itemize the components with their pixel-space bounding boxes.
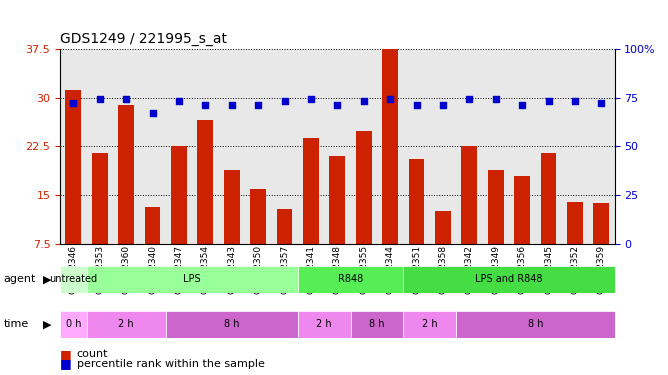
Text: R848: R848 — [338, 274, 363, 284]
Text: ▶: ▶ — [43, 320, 52, 329]
Text: untreated: untreated — [49, 274, 98, 284]
FancyBboxPatch shape — [298, 311, 351, 338]
Text: 0 h: 0 h — [65, 320, 81, 329]
Text: ▶: ▶ — [43, 274, 52, 284]
FancyBboxPatch shape — [166, 311, 298, 338]
Point — [147, 110, 158, 116]
Bar — [462, 146, 477, 244]
FancyBboxPatch shape — [456, 311, 615, 338]
Bar — [118, 105, 134, 244]
Point — [490, 96, 501, 102]
FancyBboxPatch shape — [87, 266, 298, 292]
Bar — [65, 90, 81, 244]
Text: percentile rank within the sample: percentile rank within the sample — [77, 359, 265, 369]
Bar — [144, 207, 160, 244]
FancyBboxPatch shape — [87, 311, 166, 338]
FancyBboxPatch shape — [403, 266, 615, 292]
Bar — [277, 209, 293, 244]
Bar — [435, 211, 451, 244]
Bar — [540, 153, 556, 244]
Bar — [409, 159, 424, 244]
Point — [94, 96, 105, 102]
Text: 2 h: 2 h — [118, 320, 134, 329]
Point — [226, 102, 237, 108]
Point — [438, 102, 448, 108]
Text: 8 h: 8 h — [369, 320, 385, 329]
Point — [200, 102, 210, 108]
Bar — [567, 201, 583, 244]
Point — [464, 96, 475, 102]
Text: ■: ■ — [60, 357, 72, 370]
FancyBboxPatch shape — [60, 311, 87, 338]
Point — [517, 102, 528, 108]
Point — [121, 96, 132, 102]
Text: 8 h: 8 h — [224, 320, 240, 329]
FancyBboxPatch shape — [60, 266, 87, 292]
Bar — [171, 146, 187, 244]
FancyBboxPatch shape — [351, 311, 403, 338]
Bar — [92, 153, 108, 244]
Bar — [303, 138, 319, 244]
Text: LPS and R848: LPS and R848 — [475, 274, 542, 284]
Point — [174, 98, 184, 104]
Bar — [224, 170, 240, 244]
FancyBboxPatch shape — [403, 311, 456, 338]
Point — [253, 102, 263, 108]
Bar — [198, 120, 213, 244]
Bar — [250, 189, 266, 244]
Point — [411, 102, 422, 108]
Point — [68, 100, 79, 106]
Point — [305, 96, 316, 102]
Point — [279, 98, 290, 104]
Text: time: time — [3, 320, 29, 329]
Text: count: count — [77, 350, 108, 359]
Point — [385, 96, 395, 102]
Bar — [356, 131, 371, 244]
Bar — [382, 49, 398, 244]
FancyBboxPatch shape — [298, 266, 403, 292]
Point — [570, 98, 580, 104]
Text: 2 h: 2 h — [422, 320, 438, 329]
Point — [359, 98, 369, 104]
Bar — [514, 176, 530, 244]
Bar — [593, 203, 609, 244]
Text: 2 h: 2 h — [317, 320, 332, 329]
Text: LPS: LPS — [183, 274, 201, 284]
Point — [332, 102, 343, 108]
Text: agent: agent — [3, 274, 35, 284]
Point — [596, 100, 607, 106]
Bar — [488, 170, 504, 244]
Point — [543, 98, 554, 104]
Text: GDS1249 / 221995_s_at: GDS1249 / 221995_s_at — [60, 32, 227, 46]
Text: 8 h: 8 h — [528, 320, 543, 329]
Text: ■: ■ — [60, 348, 72, 361]
Bar — [329, 156, 345, 244]
